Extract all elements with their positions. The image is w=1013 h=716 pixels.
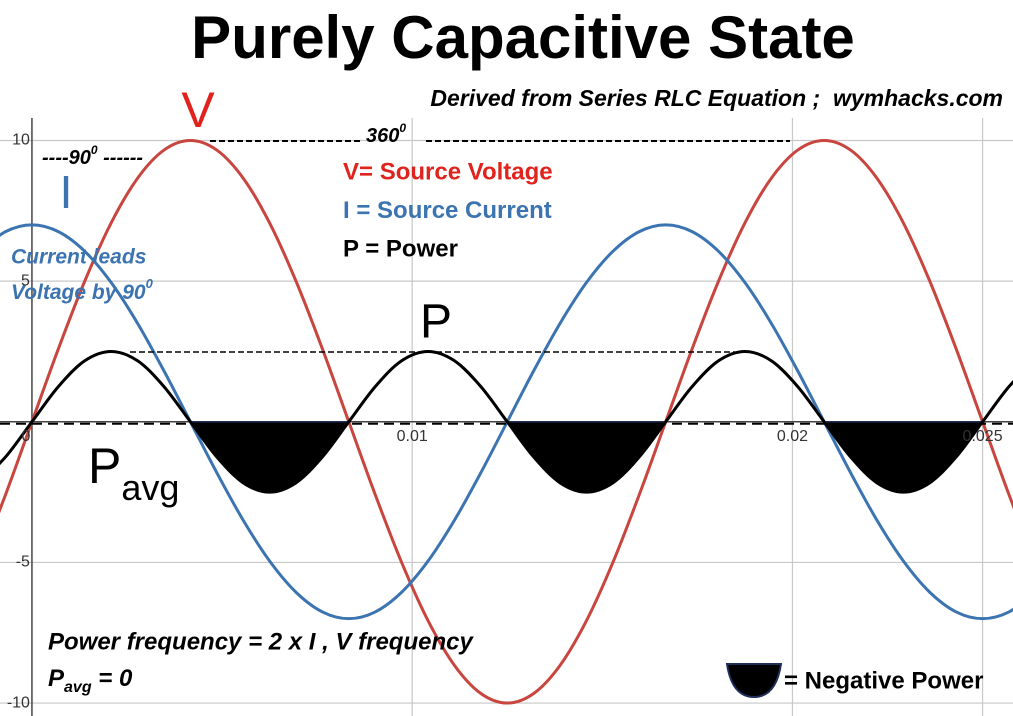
pavg-sub: avg — [121, 467, 179, 508]
plot-layer — [0, 139, 1013, 705]
pavg-note-main: P — [48, 665, 65, 692]
lead-note-sup: 0 — [146, 276, 154, 291]
legend: V= Source Voltage I = Source Current P = P… — [343, 158, 553, 262]
y-tick-label: -5 — [16, 554, 30, 571]
freq-note: Power frequency = 2 x I , V frequency — [48, 628, 474, 655]
phase-90-text: ----90 — [42, 147, 91, 169]
chart-title: Purely Capacitive State — [191, 4, 855, 71]
y-tick-label: 5 — [21, 272, 30, 289]
phase-90-tail: ------ — [98, 147, 144, 169]
legend-entry: P = Power — [343, 235, 458, 262]
series-line — [0, 349, 1013, 494]
p-label: P — [420, 296, 452, 349]
legend-entry: I = Source Current — [343, 197, 552, 224]
pavg-note-sub: avg — [64, 679, 92, 696]
y-tick-label: 10 — [12, 132, 30, 149]
pavg-main: P — [88, 438, 121, 494]
legend-entry: V= Source Voltage — [343, 158, 553, 185]
phase-360-sup: 0 — [399, 121, 406, 135]
negative-power-icon — [725, 663, 783, 699]
phase-360-text: 360 — [366, 125, 399, 147]
pavg-label: Pavg — [88, 438, 179, 507]
lead-note-1: Current leads — [11, 246, 146, 269]
negative-power-area — [822, 421, 985, 493]
y-tick-label: 0 — [21, 428, 30, 445]
lead-note-2: Voltage by 900 — [11, 276, 154, 303]
i-label: I — [60, 166, 73, 218]
pavg-note: Pavg = 0 — [48, 665, 133, 696]
negative-power-legend: = Negative Power — [784, 667, 983, 694]
negative-power-area — [188, 421, 351, 493]
phase-90: ----900 ------ — [42, 143, 143, 169]
series-line — [0, 139, 1013, 705]
header-band — [0, 0, 1013, 118]
lead-note-2-text: Voltage by 90 — [11, 281, 146, 304]
pavg-note-tail: = 0 — [92, 665, 133, 692]
negative-power-area — [505, 421, 668, 493]
y-tick-label: -10 — [7, 694, 30, 711]
x-tick-label: 0.01 — [397, 428, 428, 445]
phase-360: 3600 — [366, 121, 406, 147]
x-tick-label: 0.02 — [777, 428, 808, 445]
phase-90-sup: 0 — [91, 143, 98, 157]
v-label: V — [181, 82, 215, 138]
chart-subtitle: Derived from Series RLC Equation ; wymha… — [430, 85, 1003, 111]
x-tick-label: 0.025 — [963, 428, 1003, 445]
grid-layer — [0, 118, 1013, 716]
